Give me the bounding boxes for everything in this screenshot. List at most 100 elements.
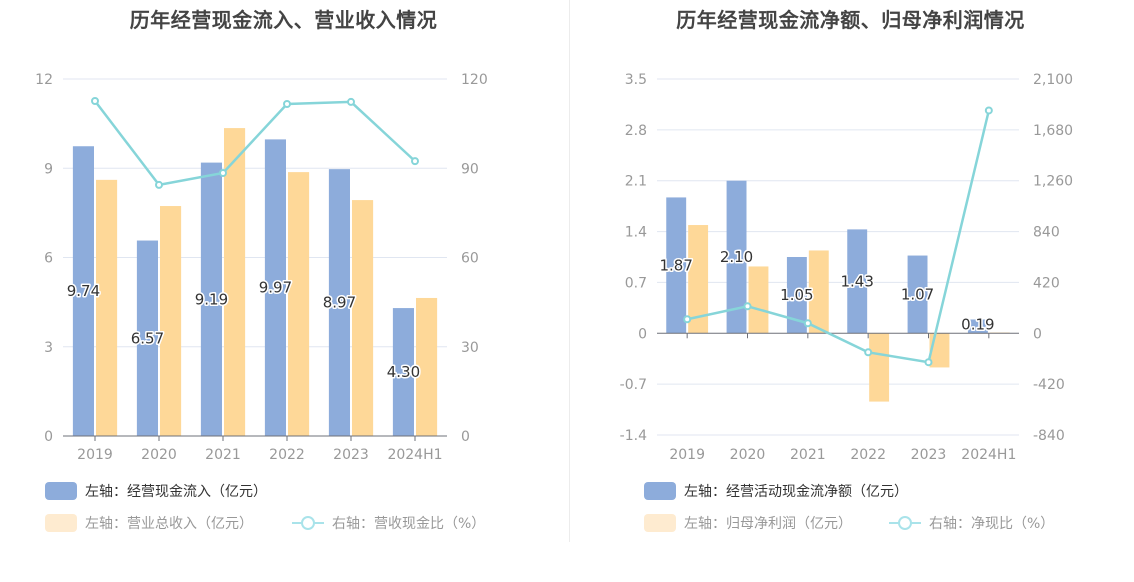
y-left-tick-label: 0 <box>638 326 647 342</box>
line-series <box>686 110 991 364</box>
legend-item-net-cash-flow[interactable]: 左轴：经营活动现金流净额（亿元） <box>644 481 908 501</box>
legend-swatch-bar <box>644 482 676 500</box>
x-tick-label: 2019 <box>669 447 705 463</box>
line-point <box>683 315 692 324</box>
bar-orange <box>748 266 769 334</box>
bar-blue <box>907 255 928 334</box>
bar-orange <box>288 172 310 436</box>
line-point <box>984 106 993 115</box>
bar-orange <box>416 297 438 436</box>
bar-blue <box>726 180 747 334</box>
x-tick-label: 2023 <box>911 447 947 463</box>
bar-orange <box>160 206 182 436</box>
legend-label: 左轴：经营现金流入（亿元） <box>85 484 267 500</box>
y-right-tick-label: 0 <box>1033 326 1042 342</box>
y-right-tick-label: -840 <box>1033 428 1065 444</box>
y-right-tick-label: 1,260 <box>1033 174 1073 190</box>
bar-data-label: 1.07 <box>901 285 934 303</box>
x-tick-label: 2024H1 <box>387 447 442 463</box>
bar-data-label: 9.19 <box>195 290 228 308</box>
y-left-tick-label: 2.8 <box>625 123 647 139</box>
y-left-tick-label: 0 <box>44 429 53 445</box>
bar-data-label: 9.97 <box>259 279 292 297</box>
y-right-tick-label: 0 <box>461 429 470 445</box>
line-point <box>864 348 873 357</box>
bar-blue <box>72 146 94 437</box>
bar-blue <box>392 308 414 436</box>
x-tick-label: 2022 <box>850 447 886 463</box>
chart-title: 历年经营现金流入、营业收入情况 <box>129 8 438 32</box>
y-right-tick-label: 120 <box>461 72 488 88</box>
legend-label: 左轴：经营活动现金流净额（亿元） <box>684 484 908 500</box>
y-right-tick-label: 2,100 <box>1033 72 1073 88</box>
legend-item-cash-inflow[interactable]: 左轴：经营现金流入（亿元） <box>45 481 267 501</box>
panel-divider <box>569 0 570 542</box>
y-right-tick-label: 60 <box>461 251 479 267</box>
x-tick-label: 2020 <box>141 447 177 463</box>
y-left-tick-label: 6 <box>44 251 53 267</box>
y-left-tick-label: 3.5 <box>625 72 647 88</box>
x-tick-label: 2020 <box>730 447 766 463</box>
bar-data-label: 9.74 <box>67 282 100 300</box>
y-left-tick-label: 0.7 <box>625 275 647 291</box>
y-left-tick-label: 9 <box>44 161 53 177</box>
legend-swatch-bar <box>644 514 676 532</box>
legend-label: 左轴：营业总收入（亿元） <box>85 516 253 532</box>
bar-blue <box>847 229 868 334</box>
bar-blue <box>264 139 286 436</box>
x-tick-label: 2024H1 <box>961 447 1016 463</box>
bar-blue <box>967 319 988 334</box>
bar-data-label: 6.57 <box>131 329 164 347</box>
bar-blue <box>200 162 222 436</box>
chart-panel-left: 历年经营现金流入、营业收入情况 0 0 3 30 6 60 9 90 12 120 2019 2020… <box>35 8 488 533</box>
legend-swatch-bar <box>45 482 77 500</box>
legend-item-ratio[interactable]: 右轴：营收现金比（%） <box>292 513 485 533</box>
y-left-tick-label: -0.7 <box>620 377 647 393</box>
line-point <box>155 180 163 189</box>
x-tick-label: 2023 <box>333 447 369 463</box>
bar-orange <box>352 200 374 436</box>
bar-orange <box>808 250 829 334</box>
y-left-tick-label: 3 <box>44 340 53 356</box>
chart-right-svg: -1.4 -840 -0.7 -420 0 0 0.7 420 1.4 840 2.1 1,260 2.… <box>620 72 1073 463</box>
bar-data-label: 8.97 <box>323 294 356 312</box>
line-point <box>743 302 752 311</box>
bar-orange <box>688 225 709 334</box>
y-right-tick-label: 840 <box>1033 225 1060 241</box>
bar-data-label: 1.43 <box>841 272 874 290</box>
y-left-tick-label: 2.1 <box>625 174 647 190</box>
bar-blue <box>136 240 158 436</box>
bar-orange <box>96 179 118 437</box>
y-right-tick-label: -420 <box>1033 377 1065 393</box>
line-point <box>924 358 933 367</box>
x-tick-label: 2021 <box>205 447 241 463</box>
legend-item-revenue[interactable]: 左轴：营业总收入（亿元） <box>45 513 253 533</box>
line-point <box>803 319 812 328</box>
bar-data-label: 2.10 <box>720 248 753 266</box>
chart-left-svg: 0 0 3 30 6 60 9 90 12 120 2019 2020 2021 2022 2023 2024… <box>35 72 488 463</box>
y-right-tick-label: 420 <box>1033 275 1060 291</box>
bar-data-label: 1.05 <box>780 286 813 304</box>
line-point <box>283 99 291 108</box>
legend-label: 右轴：净现比（%） <box>929 516 1055 532</box>
line-point <box>411 157 419 166</box>
line-point <box>347 97 355 106</box>
legend-label: 左轴：归母净利润（亿元） <box>684 516 852 532</box>
y-right-tick-label: 1,680 <box>1033 123 1073 139</box>
bar-orange <box>869 333 890 402</box>
chart-title: 历年经营现金流净额、归母净利润情况 <box>676 8 1025 32</box>
x-tick-label: 2021 <box>790 447 826 463</box>
legend-item-net-profit[interactable]: 左轴：归母净利润（亿元） <box>644 513 852 533</box>
line-point <box>219 169 227 178</box>
line-series <box>94 100 416 187</box>
x-tick-label: 2022 <box>269 447 305 463</box>
chart-panel-right: 历年经营现金流净额、归母净利润情况 -1.4 -840 -0.7 -420 0 0 0.7 4… <box>567 0 1134 582</box>
y-left-tick-label: 12 <box>35 72 53 88</box>
legend-swatch-bar <box>45 514 77 532</box>
legend-item-ratio[interactable]: 右轴：净现比（%） <box>889 513 1054 533</box>
line-point <box>91 97 99 106</box>
legend-swatch-line <box>889 514 921 532</box>
bar-orange <box>224 128 246 436</box>
legend-swatch-line <box>292 514 324 532</box>
bar-blue <box>786 257 807 334</box>
